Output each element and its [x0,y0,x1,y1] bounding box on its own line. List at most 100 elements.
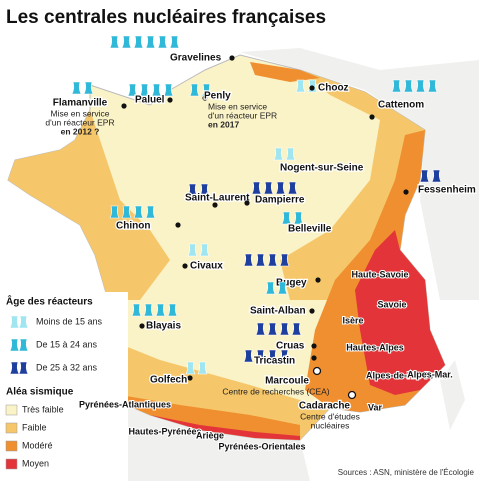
source: Sources : ASN, ministère de l'Écologie [338,468,475,477]
reactor-icon [419,169,430,183]
research-name: Marcoule [265,376,309,387]
plant-icons [391,79,438,93]
research-desc: Centre d'études [300,411,360,421]
reactor-icon [199,183,210,197]
reactor-icon [273,147,284,161]
reactor-icon [163,83,174,97]
age-legend-label: De 15 à 24 ans [36,339,98,349]
plant-dot [311,343,317,349]
zone-moyen [355,230,445,395]
reactor-icon [279,253,290,267]
region-name: Ariège [196,430,224,440]
plant-icons [127,83,174,97]
plant-dot [309,85,315,91]
seismic-swatch [5,440,18,452]
plant-name: Penly [204,91,231,102]
reactor-icon [18,315,29,329]
reactor-icon [151,83,162,97]
plant-dot [280,165,286,171]
age-legend-title: Âge des réacteurs [6,295,93,308]
plant-name: Fessenheim [418,185,476,196]
zone-modere [115,395,300,440]
age-legend-label: Moins de 15 ans [36,316,103,326]
reactor-icon [431,169,442,183]
plant-dot [139,323,145,329]
plant-name: Cruas [276,341,305,352]
reactor-icon [275,181,286,195]
reactor-icon [267,322,278,336]
plant-name: Dampierre [255,195,305,206]
plant-icons [419,169,442,183]
reactor-icon [265,281,276,295]
plant-dot [403,189,409,195]
zone-moyen [135,412,300,440]
region-name: Pyrénées-Atlantiques [79,399,171,409]
reactor-icon [255,349,266,363]
region-name: Hautes-Alpes [346,342,404,352]
reactor-icon [285,147,296,161]
reactor-icon [133,35,144,49]
reactor-icon [121,35,132,49]
reactor-icon [197,361,208,375]
reactor-icon [143,303,154,317]
plant-note: d'un réacteur EPR [208,110,277,120]
plant-name: Belleville [288,224,332,235]
plant-dot [187,375,193,381]
plant-name: Cattenom [378,100,424,111]
reactor-icon [139,83,150,97]
plant-name: Saint-Laurent [185,193,250,204]
plant-icons [251,181,298,195]
reactor-icon [291,322,302,336]
plant-name: Nogent-sur-Seine [280,163,364,174]
plant-icons [281,211,304,225]
reactor-icon [201,83,212,97]
plant-dot [315,277,321,283]
reactor-icon [263,181,274,195]
plant-name: Golfech [150,375,187,386]
reactor-icon [145,205,156,219]
zone-faible [8,110,170,300]
plant-dot [121,103,127,109]
plant-icons [255,322,302,336]
region-name: Hautes-Pyrénées [128,426,201,436]
plant-icons [265,281,288,295]
plant-dot [167,97,173,103]
seismic-legend-label: Très faible [22,404,64,414]
reactor-icon [277,281,288,295]
reactor-icon [167,303,178,317]
reactor-icon [157,35,168,49]
plant-icons [187,183,210,197]
plant-dot [229,55,235,61]
plant-note: en 2017 [208,119,239,129]
plant-dot [244,200,250,206]
reactor-icon [18,361,29,375]
plant-icons [243,349,290,363]
seismic-legend-label: Modéré [22,440,53,450]
plant-name: Gravelines [170,53,222,64]
seismic-legend-label: Moyen [22,458,49,468]
age-legend-label: De 25 à 32 ans [36,362,98,372]
reactor-icon [403,79,414,93]
plant-dot [182,263,188,269]
reactor-icon [127,83,138,97]
plant-note: d'un réacteur EPR [45,117,114,127]
plant-icons [185,361,208,375]
reactor-icon [187,243,198,257]
reactor-icon [295,79,306,93]
reactor-icon [287,181,298,195]
region-name: Isère [342,315,363,325]
plant-name: Paluel [135,95,165,106]
reactor-icon [83,81,94,95]
reactor-icon [145,35,156,49]
region-name: Pyrénées-Orientales [218,441,305,451]
reactor-icon [267,253,278,267]
corsica [440,360,465,430]
plant-note: en 2012 ? [61,126,100,136]
plant-dot [212,202,218,208]
reactor-icon [255,253,266,267]
reactor-icon [267,349,278,363]
region-name: Var [368,402,383,412]
reactor-icon [243,253,254,267]
plant-name: Blayais [146,321,181,332]
